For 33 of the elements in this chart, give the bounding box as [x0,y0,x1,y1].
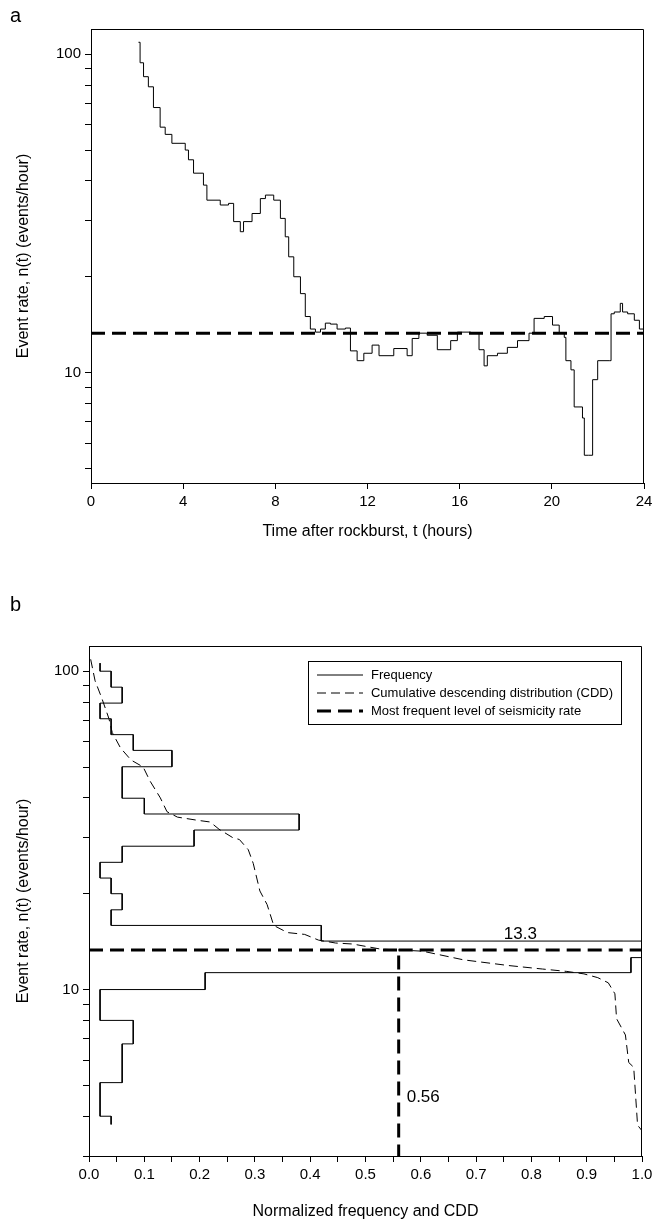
x-tick-label: 0.6 [410,1165,432,1183]
x-tick-label: 0.1 [133,1165,155,1183]
x-tick-label: 0.5 [355,1165,376,1183]
x-tick-label: 24 [635,492,653,510]
x-tick-label: 0.7 [465,1165,487,1183]
annotation: 0.56 [406,1086,440,1106]
x-tick-label: 0.3 [244,1165,266,1183]
x-tick-label: 20 [543,492,561,510]
legend-label: Cumulative descending distribution (CDD) [370,684,613,702]
y-tick-label: 100 [53,661,79,679]
y-axis-title: Event rate, n(t) (events/hour) [14,153,32,359]
x-tick-label: 4 [178,492,188,510]
y-tick-label: 10 [62,979,79,997]
x-tick-label: 8 [271,492,280,510]
x-tick-label: 0.8 [520,1165,542,1183]
y-axis-title: Event rate, n(t) (events/hour) [14,798,32,1004]
annotation: 13.3 [503,924,537,944]
x-tick-label: 16 [451,492,469,510]
y-tick-label: 10 [64,362,81,380]
x-axis-title: Normalized frequency and CDD [252,1201,479,1219]
x-tick-label: 12 [359,492,376,510]
x-tick-label: 0.0 [78,1165,100,1183]
x-tick-label: 0.9 [576,1165,598,1183]
x-tick-label: 0 [86,492,96,510]
y-tick-label: 100 [55,44,81,62]
chart-title: a [10,3,22,26]
x-axis-title: Time after rockburst, t (hours) [262,521,473,539]
legend-label: Frequency [370,666,433,684]
chart-title: b [10,592,22,615]
legend-label: Most frequent level of seismicity rate [370,702,582,720]
x-tick-label: 0.4 [299,1165,321,1183]
x-tick-label: 1.0 [631,1165,653,1183]
x-tick-label: 0.2 [189,1165,211,1183]
